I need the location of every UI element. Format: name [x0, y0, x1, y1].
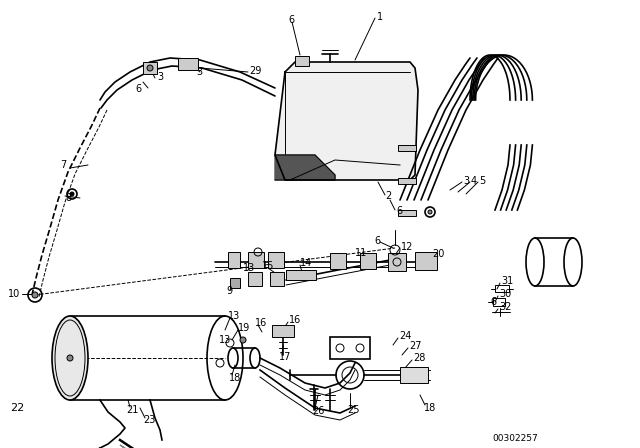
Text: 18: 18	[424, 403, 436, 413]
Text: 6: 6	[396, 206, 402, 216]
Text: 19: 19	[238, 323, 250, 333]
Text: 25: 25	[347, 405, 360, 415]
Bar	[330, 253, 346, 269]
Text: 3: 3	[157, 72, 163, 82]
Circle shape	[67, 355, 73, 361]
Text: 4: 4	[471, 176, 477, 186]
Bar	[495, 285, 509, 292]
Text: 11: 11	[355, 248, 367, 258]
Bar	[493, 298, 505, 306]
Bar	[398, 178, 416, 184]
Bar	[248, 252, 264, 268]
Text: 17: 17	[279, 352, 291, 362]
Bar	[178, 58, 198, 70]
Bar	[400, 367, 428, 383]
Text: 6: 6	[288, 15, 294, 25]
Text: 32: 32	[499, 302, 511, 312]
Circle shape	[240, 337, 246, 343]
Text: 13: 13	[219, 335, 231, 345]
Text: 13: 13	[243, 263, 255, 273]
Text: 30: 30	[499, 289, 511, 299]
Text: 6: 6	[135, 84, 141, 94]
Bar	[272, 325, 294, 337]
Circle shape	[32, 292, 38, 298]
Text: 20: 20	[432, 249, 444, 259]
Text: 10: 10	[8, 289, 20, 299]
Bar	[286, 270, 316, 280]
Text: 27: 27	[409, 341, 422, 351]
Text: 16: 16	[255, 318, 268, 328]
Text: 00302257: 00302257	[492, 434, 538, 443]
Text: 21: 21	[126, 405, 138, 415]
Bar	[295, 56, 309, 66]
Text: 18: 18	[229, 373, 241, 383]
Text: 7: 7	[60, 160, 67, 170]
Text: 3: 3	[463, 176, 469, 186]
Text: 8: 8	[65, 193, 71, 203]
Circle shape	[70, 192, 74, 196]
Bar	[230, 278, 240, 288]
Bar	[143, 62, 157, 74]
Text: 22: 22	[10, 403, 24, 413]
Text: 28: 28	[413, 353, 426, 363]
Text: 13: 13	[228, 311, 240, 321]
Text: 1: 1	[377, 12, 383, 22]
Text: 24: 24	[399, 331, 412, 341]
Ellipse shape	[52, 316, 88, 400]
Bar	[268, 252, 284, 268]
Text: 9: 9	[226, 286, 232, 296]
Polygon shape	[275, 155, 335, 180]
Text: 23: 23	[143, 415, 156, 425]
Text: 26: 26	[312, 406, 324, 416]
Polygon shape	[120, 445, 170, 448]
Text: 14: 14	[300, 258, 312, 268]
Polygon shape	[275, 62, 418, 180]
Bar	[398, 210, 416, 216]
Text: 31: 31	[501, 276, 513, 286]
Text: 3: 3	[196, 67, 202, 77]
Bar	[360, 253, 376, 269]
Bar	[330, 337, 370, 359]
Text: 29: 29	[249, 66, 261, 76]
Text: 15: 15	[262, 261, 275, 271]
Circle shape	[147, 65, 153, 71]
Bar	[248, 272, 262, 286]
Text: 12: 12	[401, 242, 413, 252]
Text: 6: 6	[374, 236, 380, 246]
Text: 16: 16	[289, 315, 301, 325]
Text: 5: 5	[479, 176, 485, 186]
Circle shape	[428, 210, 432, 214]
Text: 2: 2	[385, 191, 391, 201]
Bar	[415, 252, 437, 270]
Bar	[388, 253, 406, 271]
Bar	[228, 252, 240, 268]
Bar	[398, 145, 416, 151]
Bar	[270, 272, 284, 286]
Text: 6: 6	[490, 297, 496, 307]
